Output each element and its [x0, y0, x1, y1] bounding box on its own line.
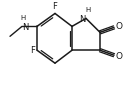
Text: F: F [30, 46, 35, 55]
Text: O: O [116, 22, 123, 31]
Text: H: H [85, 7, 91, 13]
Text: N: N [79, 15, 85, 24]
Text: H: H [20, 15, 26, 21]
Text: F: F [53, 2, 57, 11]
Text: O: O [116, 52, 123, 61]
Text: N: N [22, 23, 28, 32]
